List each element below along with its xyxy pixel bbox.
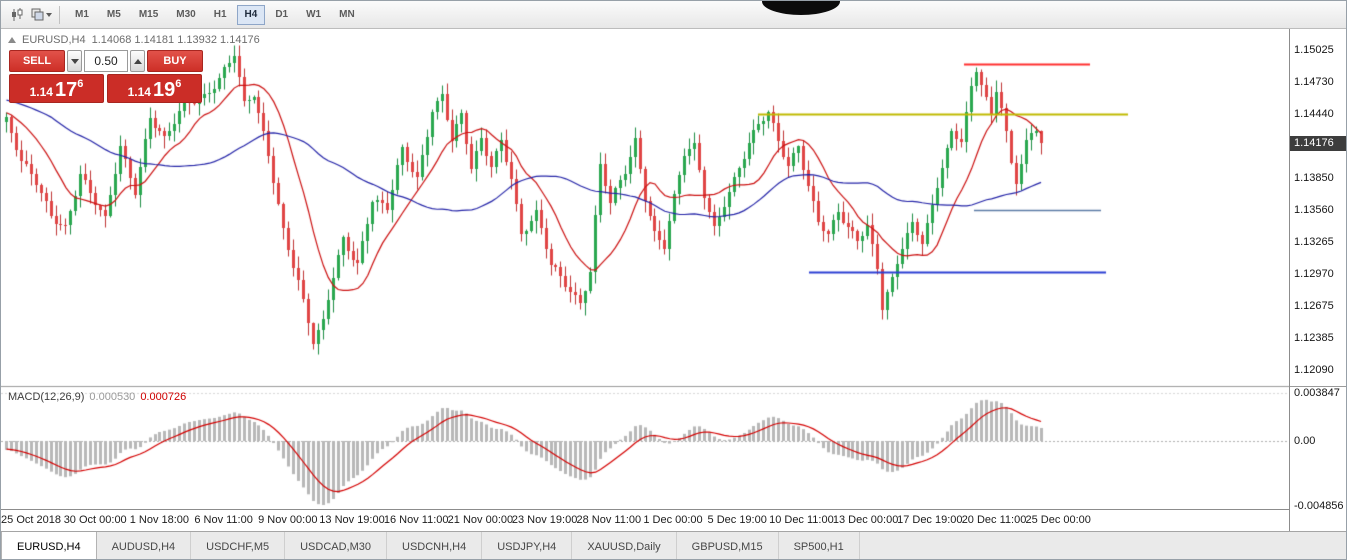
buy-price-int: 1.14 [127,85,151,99]
sell-price-int: 1.14 [29,85,53,99]
time-scale-label: 21 Nov 00:00 [447,514,514,526]
symbol-timeframe-label: EURUSD,H4 [22,34,86,46]
price-scale-label: 1.14440 [1294,107,1334,120]
timeframe-button-m15[interactable]: M15 [138,9,159,20]
macd-name: MACD(12,26,9) [8,391,85,403]
tab-audusd-h4[interactable]: AUDUSD,H4 [97,532,192,559]
candlestick-chart-icon [12,7,23,21]
timeframe-button-m5[interactable]: M5 [106,9,121,20]
time-scale-label: 25 Dec 00:00 [1025,514,1091,526]
timeframe-button-mn[interactable]: MN [339,9,355,20]
sell-price-display[interactable]: 1.14 17 6 [9,74,104,103]
chart-area: EURUSD,H4 1.14068 1.14181 1.13932 1.1417… [1,29,1289,531]
buy-price-pips: 19 [152,79,176,101]
lot-increase-button[interactable] [130,50,145,72]
price-scale-label: 1.13265 [1294,235,1334,248]
macd-scale-label: 0.00 [1294,435,1316,447]
tab-xauusd-daily[interactable]: XAUUSD,Daily [572,532,677,559]
lot-decrease-button[interactable] [67,50,82,72]
timeframe-button-w1[interactable]: W1 [306,9,322,20]
time-scale-label: 20 Dec 11:00 [961,514,1027,526]
macd-scale-label: 0.003847 [1294,387,1340,399]
triangle-up-icon [133,58,142,64]
macd-label: MACD(12,26,9) 0.000530 0.000726 [8,391,186,403]
caret-down-icon [45,12,52,17]
time-scale-label: 5 Dec 19:00 [707,514,767,526]
buy-price-pipette: 6 [175,78,182,90]
price-scale-label: 1.12090 [1294,363,1334,376]
ohlc-values: 1.14068 1.14181 1.13932 1.14176 [91,34,260,46]
tab-sp500-h1[interactable]: SP500,H1 [779,532,860,559]
trade-prices-row: 1.14 17 6 1.14 19 6 [9,74,205,103]
one-click-collapse-icon[interactable] [8,37,16,43]
tab-usdchf-m5[interactable]: USDCHF,M5 [191,532,286,559]
price-scale-label: 1.15025 [1294,44,1334,57]
macd-scale-label: -0.004856 [1294,500,1344,512]
lot-size-input[interactable] [84,50,128,72]
time-scale-label: 16 Nov 11:00 [383,514,449,526]
time-scale-label: 17 Dec 19:00 [897,514,963,526]
time-scale-label: 25 Oct 2018 [1,514,61,526]
timeframe-button-d1[interactable]: D1 [275,9,289,20]
tab-usdjpy-h4[interactable]: USDJPY,H4 [482,532,573,559]
sell-price-pipette: 6 [77,78,84,90]
time-scale-label: 28 Nov 11:00 [576,514,642,526]
trade-controls-row: SELL BUY [9,50,205,72]
time-scale-label: 1 Dec 00:00 [643,514,703,526]
timeframe-group: M1 M5 M15 M30 H1 H4 D1 W1 MN [66,4,364,25]
time-scale-label: 13 Nov 19:00 [319,514,385,526]
price-scale-label: 1.14730 [1294,76,1334,89]
top-toolbar: M1 M5 M15 M30 H1 H4 D1 W1 MN [1,1,1346,29]
price-scale-label: 1.12675 [1294,300,1334,312]
templates-icon [31,8,43,21]
macd-signal-value: 0.000726 [140,391,187,403]
screen-camera-notch [762,1,840,15]
time-scale-label: 1 Nov 18:00 [129,514,190,526]
buy-price-display[interactable]: 1.14 19 6 [107,74,202,103]
timeframe-button-m30[interactable]: M30 [176,9,196,20]
time-scale-label: 30 Oct 00:00 [63,514,127,526]
tab-usdcnh-h4[interactable]: USDCNH,H4 [387,532,483,559]
price-scale-label: 1.12970 [1294,267,1334,280]
pane-separator [1290,386,1346,387]
price-scale-label: 1.13850 [1294,172,1334,185]
tab-eurusd-h4[interactable]: EURUSD,H4 [1,532,97,559]
triangle-down-icon [70,58,79,64]
time-scale-label: 9 Nov 00:00 [258,514,318,526]
price-scale-label: 1.12385 [1294,331,1334,344]
time-scale-label: 10 Dec 11:00 [769,514,834,526]
chart-type-button[interactable] [5,4,29,26]
tab-gbpusd-m15[interactable]: GBPUSD,M15 [677,532,779,559]
chart-ohlc-header: EURUSD,H4 1.14068 1.14181 1.13932 1.1417… [8,34,260,46]
buy-button[interactable]: BUY [147,50,203,72]
toolbar-separator [59,5,60,24]
templates-button[interactable] [29,4,53,26]
time-axis[interactable]: 25 Oct 2018 30 Oct 00:00 1 Nov 18:00 6 Nov … [1,509,1289,531]
chart-plot-area[interactable] [1,29,1289,509]
current-price-tag: 1.14176 [1290,135,1346,151]
sell-price-pips: 17 [54,79,78,101]
time-scale-label: 6 Nov 11:00 [194,514,253,526]
time-scale-label: 13 Dec 00:00 [832,514,899,526]
timeframe-button-m1[interactable]: M1 [75,9,89,20]
macd-main-value: 0.000530 [89,391,136,403]
timeframe-button-h4[interactable]: H4 [236,4,266,25]
time-scale-label: 23 Nov 19:00 [511,514,578,526]
sell-button[interactable]: SELL [9,50,65,72]
chart-tabs: EURUSD,H4 AUDUSD,H4 USDCHF,M5 USDCAD,M30 USD… [1,531,1346,559]
timeframe-button-h1[interactable]: H1 [213,9,227,20]
price-axis[interactable]: 1.14176 1.15025 1.14730 1.14440 1.13850 1.13… [1289,29,1346,531]
price-scale-label: 1.13560 [1294,203,1334,216]
tab-usdcad-m30[interactable]: USDCAD,M30 [285,532,388,559]
